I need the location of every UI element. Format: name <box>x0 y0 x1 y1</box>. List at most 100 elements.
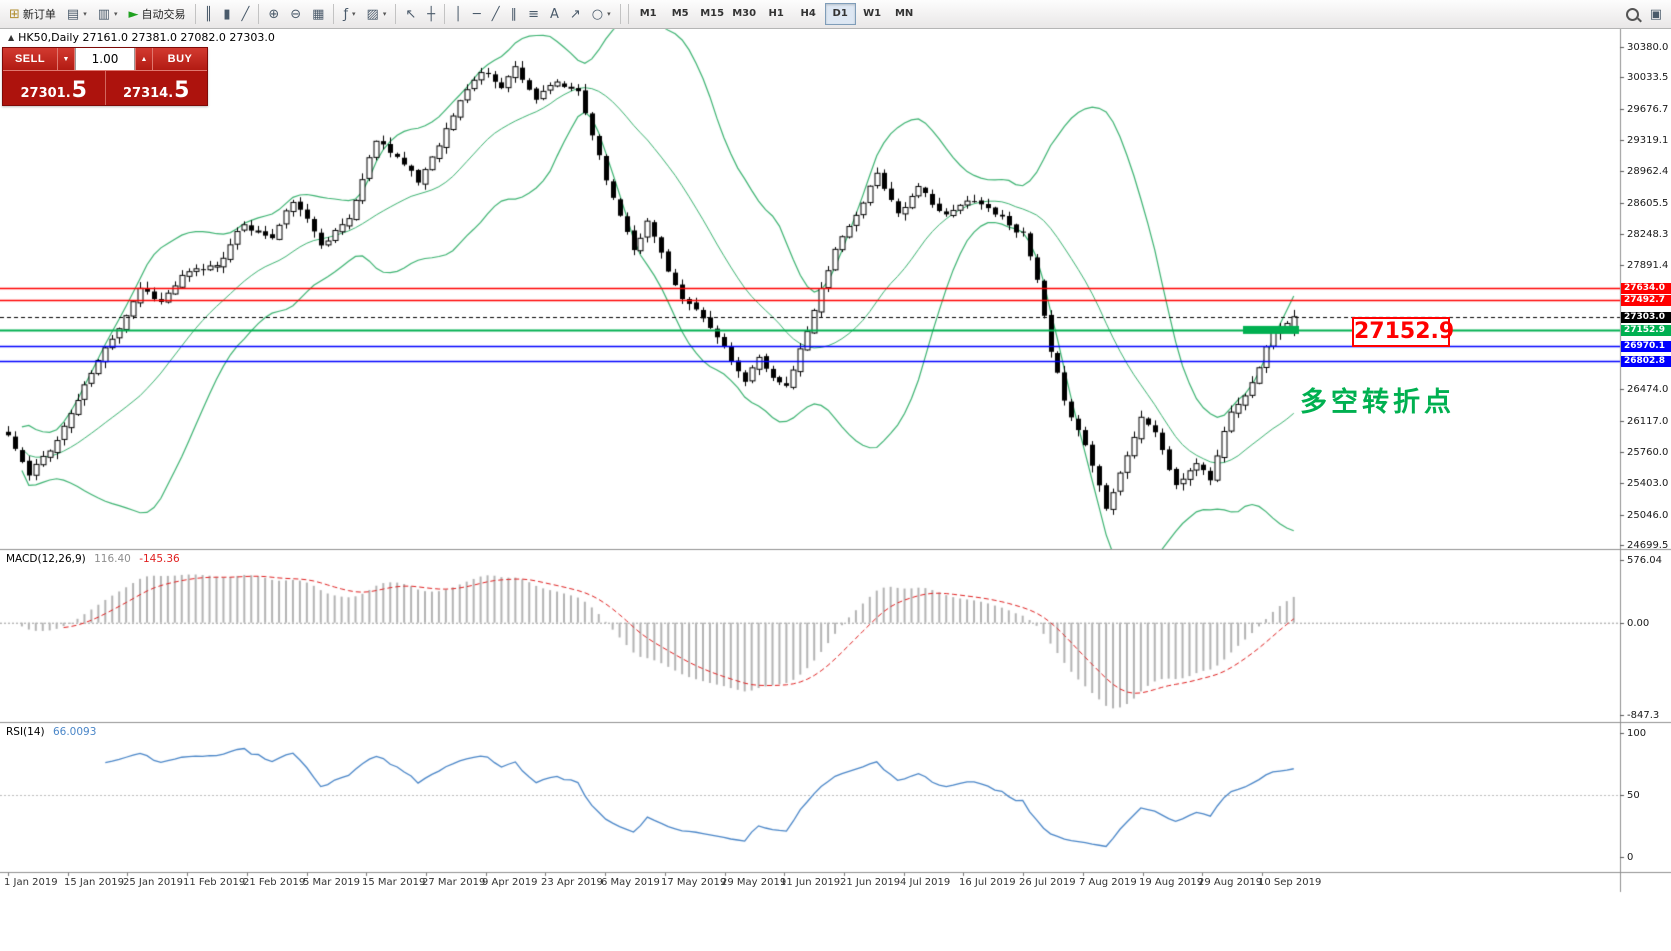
toolbar-separator <box>395 4 397 24</box>
rsi-value: 66.0093 <box>52 726 97 738</box>
tile-windows-icon: ▦ <box>312 6 325 22</box>
timeframe-m5[interactable]: M5 <box>671 8 689 19</box>
chart-icon: ▲ <box>8 33 15 42</box>
search-icon[interactable] <box>1621 2 1644 26</box>
chart-bars-icon: ║ <box>204 6 213 22</box>
timeframe-m30[interactable]: M30 <box>732 8 757 19</box>
price-annotation[interactable]: 27152.9 <box>1352 317 1454 347</box>
horizontal-line-icon[interactable]: ─ <box>468 2 486 26</box>
toolbar-separator <box>444 4 446 24</box>
shapes-icon[interactable]: ○ ▾ <box>587 2 616 26</box>
vertical-line-icon: │ <box>454 6 462 22</box>
zoom-out-icon: ⊖ <box>290 6 302 22</box>
chart-title-text: HK50,Daily 27161.0 27381.0 27082.0 27303… <box>18 31 275 44</box>
new-chart-icon: ▤ <box>66 6 80 22</box>
panels-icon[interactable]: ▣ <box>1645 2 1667 26</box>
macd-label: MACD(12,26,9) 116.40 -145.36 <box>6 553 180 565</box>
autotrading-button[interactable]: ► 自动交易 <box>124 2 191 26</box>
toolbar-separator <box>258 4 260 24</box>
timeframe-w1[interactable]: W1 <box>863 8 882 19</box>
chart-line-icon: ╱ <box>241 6 250 22</box>
trendline-icon[interactable]: ╱ <box>487 2 505 26</box>
chart-candles-icon: ▮ <box>223 6 231 22</box>
timeframe-h1[interactable]: H1 <box>768 8 784 19</box>
horizontal-line-icon: ─ <box>472 6 481 22</box>
sell-price-display[interactable]: 27301. 5 <box>3 71 105 105</box>
timeframe-h4[interactable]: H4 <box>800 8 816 19</box>
search-icon <box>1625 7 1639 21</box>
profiles-icon[interactable]: ▥ ▾ <box>93 2 123 26</box>
text-icon: A <box>549 6 559 22</box>
tile-windows-icon[interactable]: ▦ <box>307 2 329 26</box>
sell-price-big-digit: 5 <box>71 78 87 103</box>
cursor-icon[interactable]: ↖ <box>400 2 421 26</box>
sell-price-main: 27301. <box>20 86 71 101</box>
chart-bars-icon[interactable]: ║ <box>200 2 218 26</box>
toolbar-separator <box>194 4 196 24</box>
crosshair-icon: ┼ <box>427 6 436 22</box>
buy-price-main: 27314. <box>123 86 174 101</box>
autotrading-button-label: 自动交易 <box>141 9 186 21</box>
new-order-icon: ⊞ <box>9 6 20 22</box>
channel-icon[interactable]: ∥ <box>506 2 523 26</box>
zoom-out-icon[interactable]: ⊖ <box>285 2 306 26</box>
new-chart-icon[interactable]: ▤ ▾ <box>62 2 92 26</box>
vertical-line-icon[interactable]: │ <box>449 2 467 26</box>
sell-button[interactable]: SELL <box>3 48 57 70</box>
macd-panel[interactable] <box>0 550 1620 722</box>
crosshair-icon[interactable]: ┼ <box>422 2 440 26</box>
price-axis[interactable] <box>1620 28 1671 892</box>
volume-up-button[interactable]: ▲ <box>135 48 153 70</box>
shapes-icon: ○ <box>591 6 604 22</box>
arrow-icon: ↗ <box>569 6 581 22</box>
timeframe-m15[interactable]: M15 <box>700 8 725 19</box>
macd-main-value: 116.40 <box>94 553 131 565</box>
chevron-down-icon: ▾ <box>114 10 118 18</box>
toolbar: ⊞ 新订单 ▤ ▾ ▥ ▾ ► 自动交易 ║ ▮ ╱ ⊕ ⊖ ▦ ƒ ▾ ▨ ▾ ↖ ┼ │ ─ ╱ ∥ ≡ A ↗ ○ ▾ M1 M5 M1… <box>0 0 1671 29</box>
macd-name: MACD(12,26,9) <box>6 553 86 565</box>
templates-icon: ▨ <box>366 6 379 22</box>
indicators-icon[interactable]: ƒ ▾ <box>338 2 360 26</box>
chevron-down-icon: ▾ <box>83 10 87 18</box>
fibonacci-icon: ≡ <box>528 6 539 22</box>
templates-icon[interactable]: ▨ ▾ <box>362 2 392 26</box>
chevron-down-icon: ▾ <box>382 10 387 18</box>
channel-icon: ∥ <box>510 6 518 22</box>
toolbar-separator <box>619 4 621 24</box>
zoom-in-icon: ⊕ <box>268 6 280 22</box>
timeframe-mn[interactable]: MN <box>894 8 914 19</box>
panels-icon: ▣ <box>1649 6 1662 22</box>
main-chart-panel[interactable] <box>0 28 1620 549</box>
macd-signal-value: -145.36 <box>139 553 180 565</box>
chart-candles-icon[interactable]: ▮ <box>218 2 235 26</box>
cursor-icon: ↖ <box>405 6 417 22</box>
timeframe-m1[interactable]: M1 <box>639 8 657 19</box>
chart-line-icon[interactable]: ╱ <box>237 2 255 26</box>
timeframe-d1[interactable]: D1 <box>824 3 856 25</box>
date-axis[interactable] <box>0 872 1620 893</box>
autotrading-icon: ► <box>128 6 139 22</box>
rsi-label: RSI(14) 66.0093 <box>6 726 96 738</box>
arrow-icon[interactable]: ↗ <box>565 2 586 26</box>
indicators-icon: ƒ <box>343 6 349 22</box>
trendline-icon: ╱ <box>491 6 500 22</box>
zoom-in-icon[interactable]: ⊕ <box>263 2 284 26</box>
chevron-down-icon: ▾ <box>352 10 356 18</box>
volume-down-button[interactable]: ▼ <box>57 48 75 70</box>
toolbar-separator <box>333 4 335 24</box>
one-click-trading-widget: SELL ▼ 1.00 ▲ BUY 27301. 5 27314. 5 <box>2 47 208 106</box>
buy-price-big-digit: 5 <box>174 78 190 103</box>
volume-input[interactable]: 1.00 <box>75 48 135 70</box>
text-icon[interactable]: A <box>545 2 564 26</box>
turning-point-annotation[interactable]: 多空转折点 <box>1300 387 1455 417</box>
fibonacci-icon[interactable]: ≡ <box>523 2 544 26</box>
new-order-button-label: 新订单 <box>22 9 56 21</box>
rsi-panel[interactable] <box>0 723 1620 872</box>
buy-price-display[interactable]: 27314. 5 <box>104 71 208 105</box>
profiles-icon: ▥ <box>97 6 111 22</box>
new-order-button[interactable]: ⊞ 新订单 <box>4 2 61 26</box>
chevron-down-icon: ▾ <box>607 10 611 18</box>
buy-button[interactable]: BUY <box>153 48 207 70</box>
